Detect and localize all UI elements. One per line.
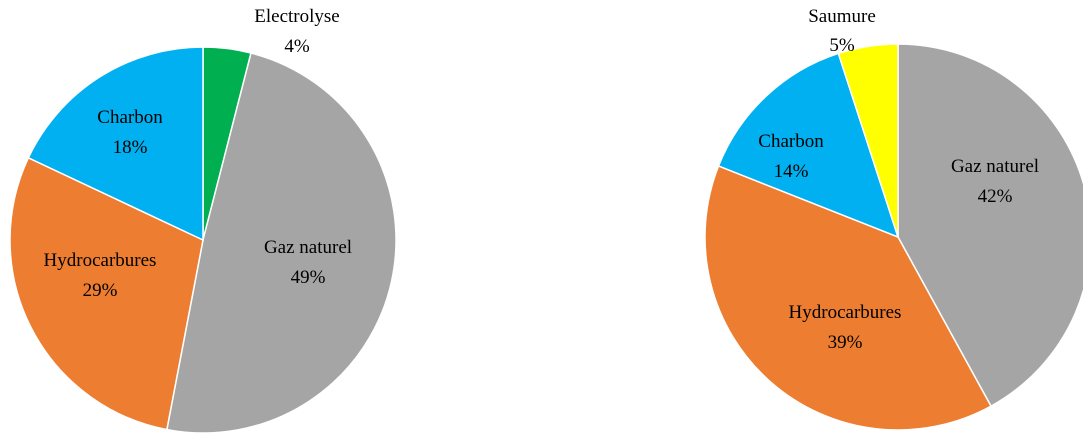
pie-right-value-hydrocarbures: 39% xyxy=(828,332,863,353)
pie-left-value-gaz-naturel: 49% xyxy=(291,267,326,288)
pie-right-value-charbon: 14% xyxy=(774,161,809,182)
pie-right-value-saumure: 5% xyxy=(829,35,855,56)
pie-left-value-hydrocarbures: 29% xyxy=(83,280,118,301)
pie-right-label-saumure: Saumure xyxy=(808,6,876,27)
pie-right-slice-hydrocarbures xyxy=(704,164,992,431)
pie-left-slice-gaz-naturel xyxy=(165,52,397,434)
pie-right-slice-saumure xyxy=(837,43,899,238)
pie-left-label-electrolyse: Electrolyse xyxy=(254,6,339,27)
pie-left-label-charbon: Charbon xyxy=(97,107,163,128)
pie-right-label-charbon: Charbon xyxy=(758,131,824,152)
pie-left-value-charbon: 18% xyxy=(113,137,148,158)
pie-right-value-gaz-naturel: 42% xyxy=(978,186,1013,207)
pie-right-slice-gaz-naturel xyxy=(897,43,1083,408)
pie-left-slice-charbon xyxy=(27,46,204,242)
pie-left-label-gaz-naturel: Gaz naturel xyxy=(264,237,352,258)
pie-left-label-hydrocarbures: Hydrocarbures xyxy=(44,250,157,271)
pie-right-label-hydrocarbures: Hydrocarbures xyxy=(789,302,902,323)
pie-right-label-gaz-naturel: Gaz naturel xyxy=(951,156,1039,177)
pie-left-value-electrolyse: 4% xyxy=(284,36,310,57)
pie-left-slice-hydrocarbures xyxy=(9,156,204,431)
